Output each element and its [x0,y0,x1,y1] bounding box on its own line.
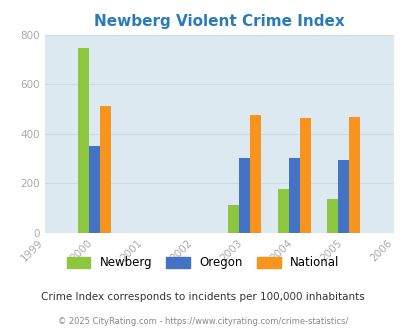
Bar [277,189,288,233]
Bar [227,205,238,233]
Bar [349,117,360,233]
Title: Newberg Violent Crime Index: Newberg Violent Crime Index [94,14,344,29]
Text: Crime Index corresponds to incidents per 100,000 inhabitants: Crime Index corresponds to incidents per… [41,292,364,302]
Bar [288,158,299,233]
Bar [78,48,89,233]
Bar [249,115,260,233]
Bar [238,158,249,233]
Legend: Newberg, Oregon, National: Newberg, Oregon, National [62,252,343,274]
Bar [299,118,310,233]
Bar [338,160,349,233]
Text: © 2025 CityRating.com - https://www.cityrating.com/crime-statistics/: © 2025 CityRating.com - https://www.city… [58,317,347,326]
Bar [100,106,111,233]
Bar [89,146,100,233]
Bar [327,199,338,233]
